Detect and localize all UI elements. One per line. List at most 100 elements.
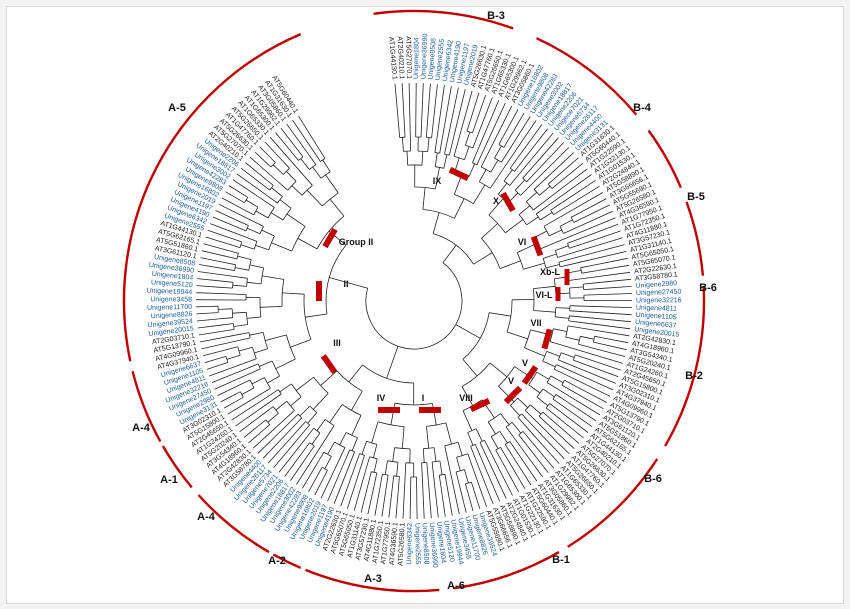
tree-branch [533,285,556,289]
tree-branch [409,490,411,520]
tree-branch [593,341,603,345]
tree-branch [465,131,471,146]
tree-branch [224,249,239,254]
tree-branch [196,292,233,295]
tree-branch [542,388,555,398]
tree-branch [259,226,264,234]
tree-branch [366,440,378,445]
tree-branch [402,137,404,152]
tree-branch [481,223,498,239]
tree-branch [326,425,335,438]
clade-label: V [508,376,514,386]
tree-branch [237,255,252,260]
tree-branch [597,293,632,295]
tree-branch [220,267,235,271]
tree-branch [262,424,270,431]
tree-branch [349,449,355,453]
tree-branch [320,158,326,162]
tree-branch [340,466,356,507]
tree-branch [219,323,234,326]
tree-branch [393,475,400,477]
subfamily-arc [131,370,162,443]
tree-branch [481,166,492,173]
leaf-label: Unigene2980 [635,280,677,290]
tree-branch [512,456,532,486]
tree-branch [506,299,513,333]
tree-branch [296,421,306,433]
tree-branch [444,474,448,489]
tree-branch [522,167,533,179]
tree-branch [479,181,491,189]
tree-branch [245,363,259,370]
tree-branch [583,305,632,308]
subfamily-arc [122,32,302,362]
tree-branch [489,176,499,189]
tree-branch [448,141,453,156]
tree-branch [543,253,557,259]
tree-branch [506,331,529,340]
tree-branch [249,156,278,182]
tree-branch [367,486,375,515]
subfamily-arc [536,37,638,116]
tree-branch [556,364,570,371]
tree-branch [576,210,613,229]
tree-branch [539,243,553,250]
tree-branch [235,396,244,403]
tree-branch [565,336,580,341]
tree-branch [218,308,233,310]
tree-branch [518,434,528,447]
tree-branch [490,436,499,449]
clade-marker-layer [316,167,570,413]
tree-branch [290,396,302,407]
tree-branch [421,83,424,124]
tree-branch [298,115,318,147]
tree-branch [467,453,473,468]
tree-branch [324,456,332,469]
tree-branch [528,372,538,386]
tree-branch [547,177,556,185]
tree-branch [365,456,370,471]
tree-branch [514,160,524,172]
tree-branch [236,197,245,204]
tree-branch [367,471,372,486]
tree-branch [472,149,479,163]
tree-branch [197,271,234,277]
tree-branch [241,387,255,395]
tree-branch [490,159,499,173]
tree-branch [218,317,233,320]
tree-branch [396,462,399,477]
tree-branch [300,158,310,170]
tree-branch [549,229,562,237]
tree-branch [314,478,324,496]
tree-branch [249,379,255,389]
tree-branch [539,185,551,196]
tree-branch [453,156,465,161]
tree-branch [567,238,581,244]
tree-branch [583,294,598,296]
tree-branch [417,150,428,152]
tree-branch [436,85,445,139]
tree-branch [518,205,531,215]
leaf-label: Unigene2555 [435,38,446,80]
tree-branch [250,219,264,227]
tree-branch [279,199,292,209]
tree-branch [510,405,521,416]
tree-branch [443,154,448,169]
tree-branch [427,83,431,124]
tree-branch [568,278,583,281]
tree-branch [280,127,295,146]
tree-branch [316,419,326,431]
tree-branch [455,324,481,339]
leaf-label: Unigene11700 [147,304,192,312]
clade-marker [555,287,561,301]
tree-branch [249,264,264,269]
tree-branch [573,359,587,366]
tree-branch [581,270,596,274]
tree-branch [578,343,593,349]
tree-branch [426,426,430,449]
tree-branch [546,351,560,357]
tree-branch [232,391,241,397]
tree-branch [435,167,440,190]
tree-branch [509,174,519,186]
tree-branch [257,363,261,370]
